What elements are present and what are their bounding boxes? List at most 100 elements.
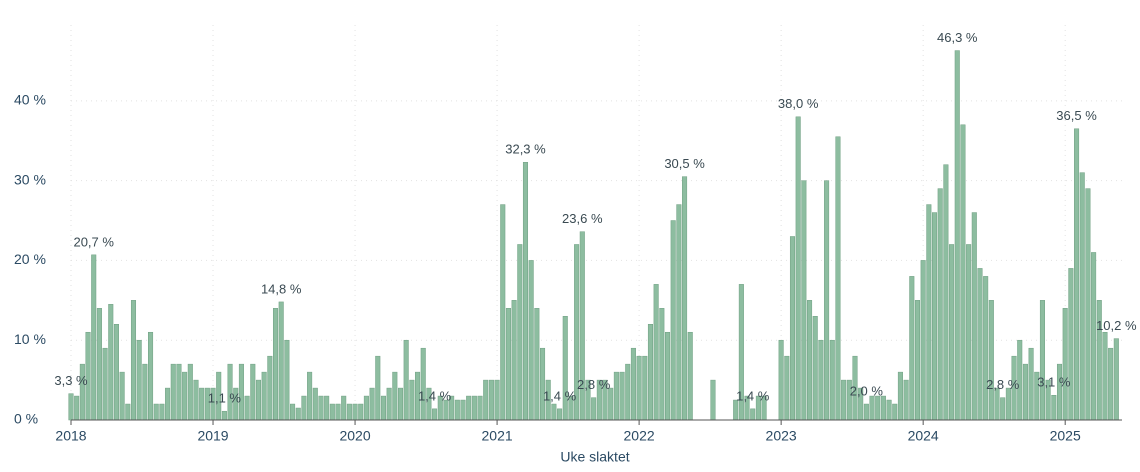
x-axis-label: Uke slaktet [560,449,629,465]
y-tick-label: 20 % [14,251,46,267]
bar [74,395,80,421]
bar [403,339,409,421]
bar [454,399,460,421]
annotation: 2,0 % [850,383,884,398]
bar [994,387,1000,421]
bar [358,403,364,421]
bar [1102,331,1108,421]
bar [500,204,506,421]
bar [960,124,966,421]
y-tick-label: 40 % [14,92,46,108]
bar [1108,347,1114,421]
bar [386,387,392,421]
bar [346,403,352,421]
annotation: 3,3 % [54,373,88,388]
bar [988,300,994,421]
bar [1028,347,1034,421]
bar [562,316,568,421]
bar [517,244,523,421]
bar [977,268,983,421]
bar [375,355,381,421]
bar [255,379,261,421]
bar [659,308,665,421]
bar [920,260,926,421]
bar [318,395,324,421]
bar [460,399,466,421]
bar [807,300,813,421]
bar [301,395,307,421]
bar [863,403,869,421]
bar [176,363,182,421]
bar [187,363,193,421]
bar [664,331,671,421]
y-tick-label: 30 % [14,171,46,187]
bar [636,355,642,421]
bar [96,308,102,421]
bar [892,403,898,421]
annotation: 2,8 % [986,377,1020,392]
annotation: 1,1 % [208,391,242,406]
bar [625,363,631,421]
annotation: 1,4 % [418,388,452,403]
bar [880,395,886,421]
bar [102,347,108,421]
bar [488,379,494,421]
x-tick-label: 2021 [482,428,513,444]
bar [903,379,909,421]
bar [932,212,938,421]
bar [818,339,824,421]
bar [505,308,511,421]
bar [630,347,636,421]
bar [619,371,625,421]
x-tick-label: 2018 [55,428,86,444]
bar [1085,188,1091,421]
bar [540,347,546,421]
bar [142,363,148,421]
bar [926,204,932,421]
bar [182,371,188,421]
bar [971,212,977,421]
bar [148,331,154,421]
x-tick-label: 2023 [766,428,797,444]
bar [1022,363,1028,421]
bar [392,371,398,421]
bar [1074,128,1080,421]
bar [1056,363,1063,421]
bar [221,410,227,421]
bar [841,379,847,421]
x-tick-label: 2022 [624,428,655,444]
bar [471,395,477,421]
bar [125,403,131,421]
bar [613,371,619,421]
bar [409,379,415,421]
bar [267,355,273,421]
y-tick-label: 10 % [14,331,46,347]
bar [494,379,500,421]
bar [369,387,375,421]
bar [824,180,830,421]
bar [801,180,807,421]
bar [1068,268,1074,421]
annotation: 38,0 % [778,96,819,111]
bar [789,236,796,421]
bar [244,395,250,421]
bar [312,387,318,421]
bar [954,50,960,421]
bar [136,339,142,421]
bar [1062,308,1068,421]
bar [165,387,171,421]
bar [307,371,313,421]
bar [261,371,267,421]
bar [380,395,386,421]
bar [130,300,137,421]
bar [1079,172,1085,421]
bar [193,379,199,421]
bar [170,363,176,421]
bar [250,363,256,421]
bar [829,339,835,421]
bar [551,403,557,421]
bar [335,403,341,421]
bar [119,371,125,421]
bar [949,244,955,421]
